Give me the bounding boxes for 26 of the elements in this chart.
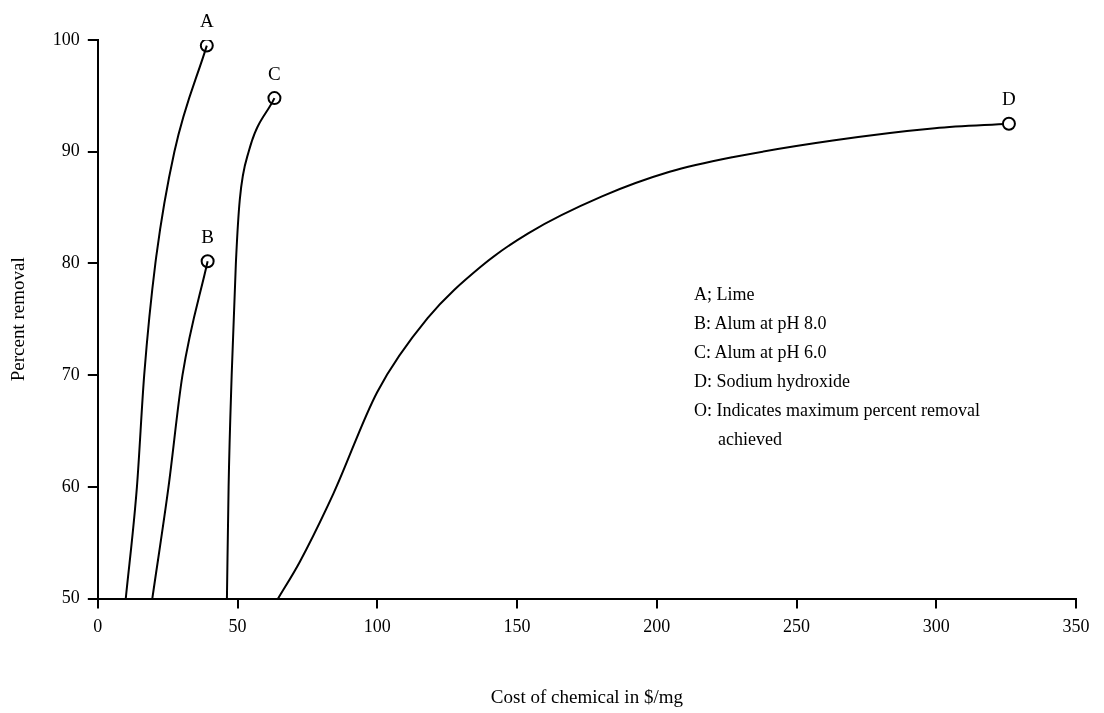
y-tick-label: 90 [61,140,80,161]
x-tick-label: 150 [503,616,531,637]
annotation: D: Sodium hydroxide [694,370,851,393]
x-axis-title: Cost of chemical in $/mg [490,685,684,707]
x-tick-label: 50 [228,616,247,637]
y-axis-title: Percent removal [7,257,29,382]
series-label: B [201,225,214,247]
point [1001,116,1016,131]
x-tick-label: 250 [783,616,811,637]
y-tick-label: 70 [61,363,80,384]
x-tick-label: 300 [922,616,950,637]
x-tick-label: 350 [1062,616,1090,637]
series-label: A [199,10,214,32]
annotation: C: Alum at pH 6.0 [694,341,828,364]
x-tick-label: 200 [643,616,671,637]
y-tick-label: 60 [61,475,80,496]
x-tick-label: 100 [363,616,391,637]
annotation: A; Lime [694,283,756,306]
y-tick-label: 100 [52,28,80,49]
annotation: O: Indicates maximum percent removal achieved [694,399,981,451]
x-tick-label: 0 [93,616,103,637]
y-tick-label: 50 [61,587,80,608]
y-tick-label: 80 [61,252,80,273]
series-label: C [268,62,281,84]
annotation: B: Alum at pH 8.0 [694,312,828,335]
series-label: D [1002,88,1016,110]
